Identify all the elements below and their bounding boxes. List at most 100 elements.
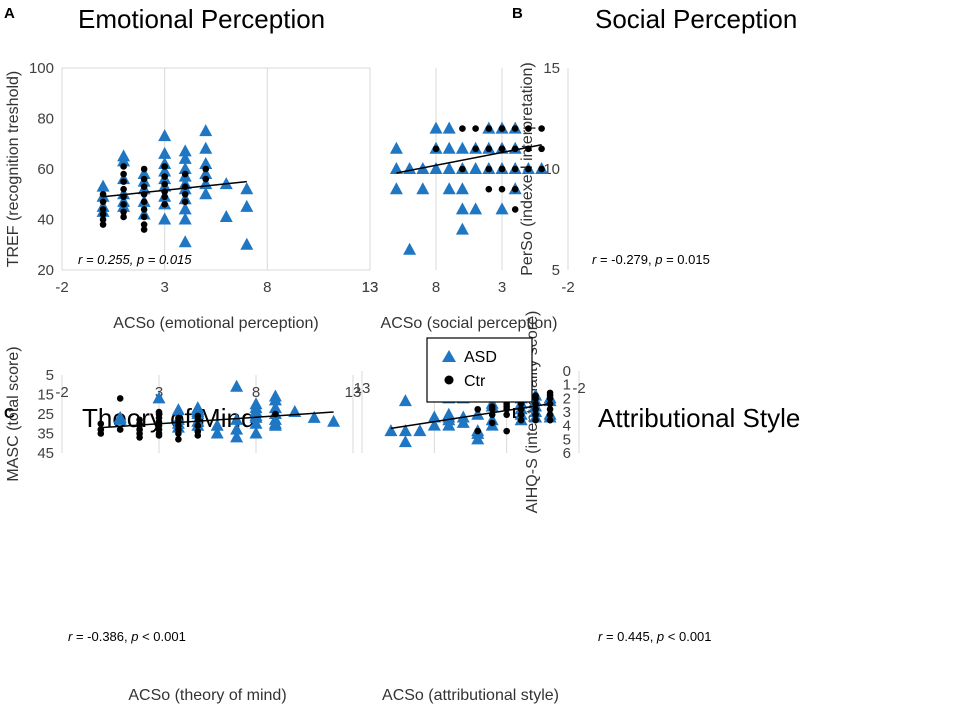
ctr-point bbox=[459, 125, 466, 132]
ctr-point bbox=[99, 216, 107, 223]
trend-line bbox=[102, 180, 247, 198]
panel-letter: C bbox=[4, 405, 15, 422]
ctr-point bbox=[511, 165, 519, 173]
asd-point bbox=[429, 162, 443, 174]
asd-point bbox=[442, 141, 456, 154]
data-points bbox=[389, 121, 549, 255]
ctr-point bbox=[503, 411, 510, 419]
ctr-point bbox=[194, 422, 202, 430]
ctr-point bbox=[546, 405, 554, 413]
y-tick-label: 5 bbox=[563, 431, 571, 448]
asd-point bbox=[230, 422, 244, 435]
asd-point bbox=[230, 430, 244, 443]
panel-letter: B bbox=[512, 5, 523, 22]
x-axis-label: ACSo (attributional style) bbox=[382, 687, 559, 704]
x-tick-label: 8 bbox=[263, 279, 271, 296]
ctr-point bbox=[161, 180, 168, 188]
asd-point bbox=[327, 414, 341, 427]
p-value: < 0.001 bbox=[138, 629, 185, 644]
plot-frame bbox=[61, 67, 371, 271]
asd-point bbox=[268, 389, 282, 402]
x-tick-label: 8 bbox=[432, 279, 440, 296]
p-value: < 0.001 bbox=[664, 629, 711, 644]
ctr-point bbox=[474, 405, 482, 413]
p-symbol: p bbox=[136, 252, 144, 267]
asd-point bbox=[249, 426, 263, 439]
x-tick-label: -2 bbox=[55, 384, 68, 401]
asd-point bbox=[471, 407, 485, 420]
y-axis-label: MASC (total score) bbox=[5, 346, 22, 481]
x-axis-label: ACSo (social perception) bbox=[381, 315, 558, 332]
ctr-point bbox=[525, 125, 532, 132]
trend-line bbox=[390, 403, 551, 430]
p-symbol: p bbox=[130, 629, 138, 644]
ctr-point bbox=[99, 198, 107, 206]
ctr-point bbox=[498, 165, 506, 173]
chart-panels: A Emotional Perception-2 3 8 1320406080100AC… bbox=[4, 4, 800, 704]
ctr-point bbox=[525, 165, 532, 173]
x-tick-label: 13 bbox=[362, 279, 379, 296]
asd-point bbox=[178, 151, 192, 164]
y-tick-label: 15 bbox=[37, 387, 54, 404]
y-tick-label: 5 bbox=[46, 367, 54, 384]
r-symbol: r bbox=[598, 629, 603, 644]
r-symbol: r bbox=[68, 629, 73, 644]
asd-point bbox=[249, 397, 263, 410]
ctr-point bbox=[99, 221, 107, 228]
asd-point bbox=[442, 162, 456, 174]
asd-point bbox=[96, 179, 110, 192]
chart-panel-b: B Social Perception -2 3 8 13 5 10 15 ACSo (socia… bbox=[362, 4, 798, 332]
ctr-point bbox=[503, 427, 510, 435]
asd-point bbox=[398, 435, 412, 448]
ctr-point bbox=[511, 125, 519, 132]
y-tick-label: 45 bbox=[37, 445, 54, 462]
legend-frame bbox=[426, 337, 533, 403]
ctr-point bbox=[140, 226, 148, 233]
chart-panel-d: DAttributional Style-238130123456ACSo (a… bbox=[354, 311, 801, 704]
ctr-point bbox=[202, 165, 210, 173]
correlation-annotation: r = 0.255, p = 0.015 bbox=[78, 252, 192, 267]
asd-point bbox=[398, 424, 412, 437]
asd-point bbox=[455, 182, 469, 195]
asd-point bbox=[455, 202, 469, 215]
ctr-point bbox=[181, 198, 189, 206]
asd-point bbox=[191, 401, 205, 414]
correlation-annotation: r = -0.279, p = 0.015 bbox=[592, 252, 710, 267]
ctr-point bbox=[136, 416, 143, 424]
asd-point bbox=[199, 124, 213, 137]
ctr-point bbox=[161, 193, 168, 201]
x-tick-label: -2 bbox=[561, 279, 574, 296]
asd-point bbox=[403, 242, 417, 255]
asd-point bbox=[384, 424, 398, 437]
asd-point bbox=[199, 167, 213, 180]
ctr-point bbox=[459, 165, 466, 173]
asd-point bbox=[389, 141, 403, 154]
y-tick-label: 25 bbox=[37, 406, 54, 423]
y-tick-label: 0 bbox=[563, 363, 571, 380]
ctr-point bbox=[175, 414, 182, 422]
x-axis-label: ACSo (emotional perception) bbox=[113, 315, 318, 332]
ctr-point bbox=[194, 428, 202, 435]
asd-point bbox=[455, 141, 469, 154]
y-tick-label: 3 bbox=[563, 404, 571, 421]
ctr-point bbox=[161, 173, 168, 180]
correlation-annotation: r = -0.386, p < 0.001 bbox=[68, 629, 186, 644]
ctr-point bbox=[485, 185, 493, 193]
asd-point bbox=[268, 401, 282, 414]
ctr-point bbox=[532, 392, 539, 399]
ctr-point bbox=[546, 389, 554, 397]
ctr-point bbox=[120, 178, 127, 185]
ctr-point bbox=[175, 436, 182, 443]
ctr-point bbox=[194, 412, 202, 420]
correlation-annotation: r = 0.445, p < 0.001 bbox=[598, 629, 712, 644]
asd-point bbox=[427, 418, 441, 431]
ctr-point bbox=[546, 416, 554, 424]
y-tick-label: 80 bbox=[37, 111, 54, 128]
r-symbol: r bbox=[592, 252, 597, 267]
ctr-point bbox=[546, 411, 554, 419]
ctr-point bbox=[140, 206, 148, 213]
asd-point bbox=[171, 403, 185, 416]
chart-title: Attributional Style bbox=[598, 403, 800, 433]
asd-point bbox=[389, 162, 403, 174]
asd-point bbox=[429, 121, 443, 134]
